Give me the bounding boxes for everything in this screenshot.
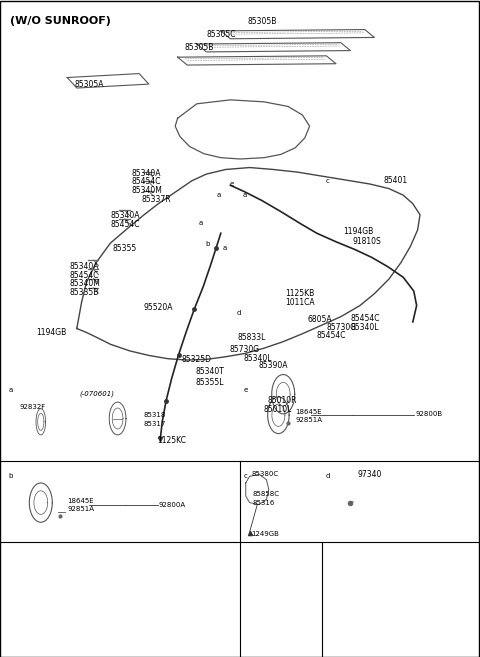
Text: 85340A: 85340A bbox=[70, 262, 99, 271]
Circle shape bbox=[346, 227, 353, 236]
Text: (-070601): (-070601) bbox=[79, 391, 114, 397]
FancyBboxPatch shape bbox=[211, 279, 247, 306]
Text: 1011CA: 1011CA bbox=[286, 298, 315, 307]
Text: 1125KB: 1125KB bbox=[286, 289, 315, 298]
Text: d: d bbox=[237, 310, 241, 317]
Text: b: b bbox=[205, 241, 210, 248]
Text: a: a bbox=[223, 244, 227, 251]
Text: 92851A: 92851A bbox=[67, 506, 94, 512]
Text: 1194GB: 1194GB bbox=[36, 328, 66, 337]
Text: 91810S: 91810S bbox=[353, 237, 382, 246]
FancyBboxPatch shape bbox=[74, 391, 166, 453]
Text: 85305C: 85305C bbox=[206, 30, 236, 39]
Text: d: d bbox=[325, 472, 330, 479]
FancyBboxPatch shape bbox=[240, 122, 271, 147]
FancyBboxPatch shape bbox=[206, 120, 238, 145]
Text: a: a bbox=[216, 192, 220, 198]
Text: 18645E: 18645E bbox=[295, 409, 322, 415]
FancyBboxPatch shape bbox=[238, 237, 267, 263]
Text: 85340M: 85340M bbox=[132, 186, 163, 195]
Text: 85340A: 85340A bbox=[110, 211, 140, 220]
Text: 85401: 85401 bbox=[384, 175, 408, 185]
Text: a: a bbox=[199, 220, 203, 227]
Text: 6805A: 6805A bbox=[307, 315, 332, 325]
Text: c: c bbox=[325, 178, 329, 185]
Text: b: b bbox=[8, 472, 13, 479]
FancyBboxPatch shape bbox=[259, 265, 293, 292]
Text: 92832F: 92832F bbox=[19, 404, 46, 411]
Text: 85325D: 85325D bbox=[181, 355, 211, 364]
Polygon shape bbox=[77, 168, 420, 360]
Text: 85454C: 85454C bbox=[350, 314, 380, 323]
Bar bbox=[0, 386, 480, 463]
Text: e: e bbox=[230, 181, 234, 187]
Text: 18645E: 18645E bbox=[67, 497, 94, 504]
Text: c: c bbox=[244, 472, 248, 479]
Text: 85355: 85355 bbox=[113, 244, 137, 253]
Text: 85340M: 85340M bbox=[70, 279, 100, 288]
FancyBboxPatch shape bbox=[285, 415, 300, 432]
FancyBboxPatch shape bbox=[55, 507, 72, 526]
Text: 85454C: 85454C bbox=[132, 177, 161, 187]
Text: 85380C: 85380C bbox=[252, 471, 279, 478]
Text: 85335B: 85335B bbox=[70, 288, 99, 297]
FancyBboxPatch shape bbox=[208, 220, 238, 246]
Text: 92851A: 92851A bbox=[295, 417, 322, 424]
Text: 85317: 85317 bbox=[144, 420, 167, 427]
Text: 1125KC: 1125KC bbox=[157, 436, 186, 445]
Text: (W/O SUNROOF): (W/O SUNROOF) bbox=[10, 16, 110, 26]
Text: 95520A: 95520A bbox=[144, 303, 173, 312]
Text: 85833L: 85833L bbox=[238, 333, 266, 342]
Text: 85316: 85316 bbox=[253, 499, 276, 506]
Text: e: e bbox=[244, 387, 248, 394]
Text: 1249GB: 1249GB bbox=[252, 531, 279, 537]
FancyBboxPatch shape bbox=[173, 261, 206, 289]
Text: 85340T: 85340T bbox=[196, 367, 225, 376]
Text: 85340A: 85340A bbox=[132, 169, 161, 178]
Text: 85337R: 85337R bbox=[142, 194, 171, 204]
Circle shape bbox=[77, 328, 84, 338]
Text: 85010R: 85010R bbox=[268, 396, 297, 405]
Text: 85454C: 85454C bbox=[110, 219, 140, 229]
Text: a: a bbox=[9, 387, 12, 394]
Text: 85318: 85318 bbox=[144, 412, 167, 419]
Text: 97340: 97340 bbox=[358, 470, 382, 479]
Text: 85305A: 85305A bbox=[74, 79, 104, 89]
Text: 85305B: 85305B bbox=[185, 43, 214, 52]
Text: 85730G: 85730G bbox=[326, 323, 357, 332]
Text: 85340L: 85340L bbox=[244, 353, 272, 363]
Text: 85454C: 85454C bbox=[70, 271, 99, 280]
Text: 85355L: 85355L bbox=[196, 378, 224, 387]
Text: 85390A: 85390A bbox=[258, 361, 288, 371]
Text: 92800B: 92800B bbox=[415, 411, 443, 417]
Bar bbox=[0, 542, 478, 657]
Text: a: a bbox=[243, 192, 247, 198]
Bar bbox=[0, 541, 478, 542]
FancyBboxPatch shape bbox=[337, 487, 369, 519]
Text: 85454C: 85454C bbox=[317, 331, 346, 340]
Text: 1194GB: 1194GB bbox=[343, 227, 373, 236]
Text: 85730G: 85730G bbox=[229, 345, 260, 354]
Text: 85305B: 85305B bbox=[247, 16, 276, 26]
Text: 92800A: 92800A bbox=[158, 501, 186, 508]
Text: 85858C: 85858C bbox=[253, 491, 280, 497]
Text: 85340L: 85340L bbox=[350, 323, 379, 332]
Text: 85010L: 85010L bbox=[263, 405, 291, 414]
